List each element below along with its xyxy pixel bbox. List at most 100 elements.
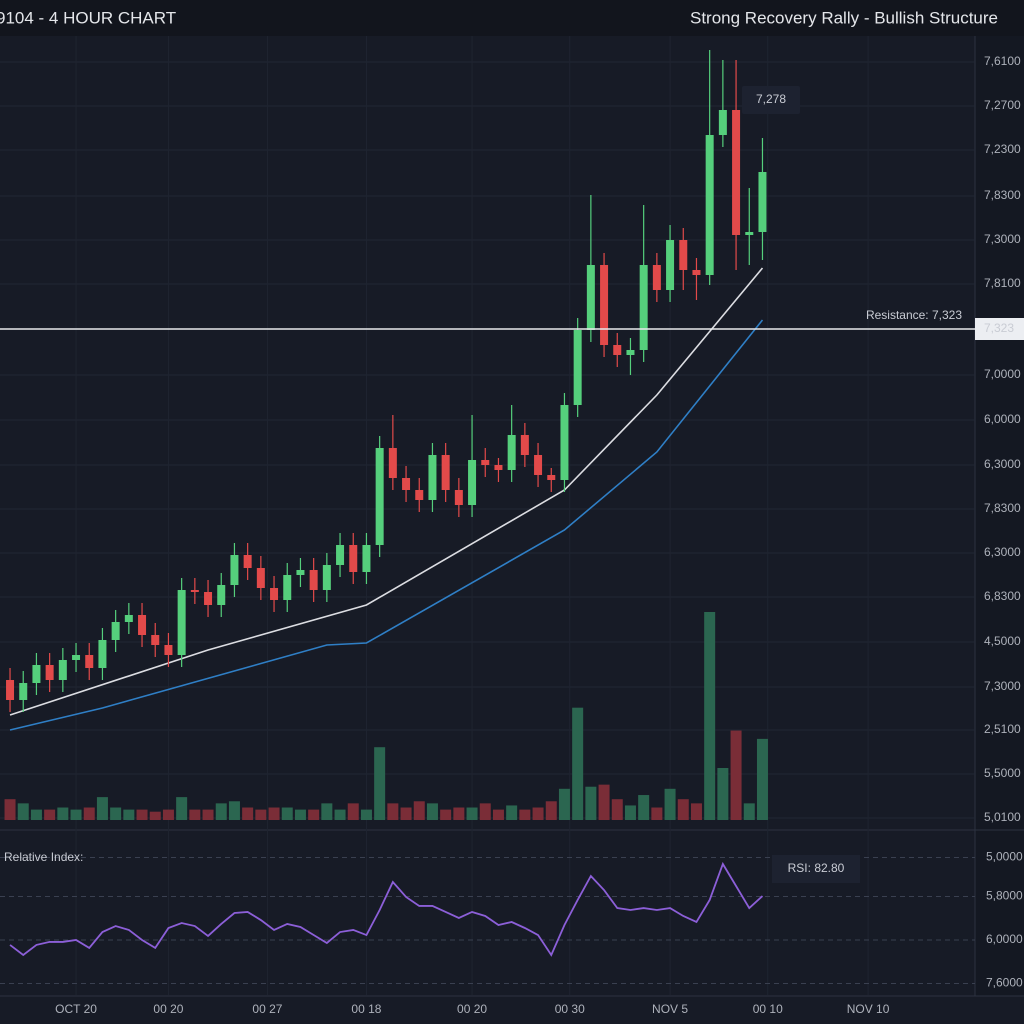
annotation: 7,278	[756, 92, 786, 106]
rsi-tick-label: 7,6000	[986, 976, 1023, 990]
volume-bar	[756, 738, 768, 820]
x-tick-label: 00 10	[753, 1002, 783, 1016]
candle-body	[732, 110, 741, 235]
rsi-line	[9, 861, 764, 957]
volume-bar	[519, 809, 531, 820]
candle-body	[256, 568, 265, 588]
candle-body	[58, 660, 67, 680]
volume-bar	[440, 809, 452, 820]
candle-body	[85, 655, 94, 668]
candle-body	[138, 615, 147, 635]
x-tick-label: 00 27	[252, 1002, 282, 1016]
candle-body	[190, 590, 199, 592]
candle-body	[718, 110, 727, 135]
rsi-tick-label: 5,0000	[986, 850, 1023, 864]
volume-bar	[400, 807, 412, 820]
volume-bar	[717, 768, 729, 820]
candle-body	[415, 490, 424, 500]
candle-body	[666, 240, 675, 290]
volume-bar	[83, 807, 95, 820]
volume-bar	[149, 811, 161, 820]
volume-bar	[730, 730, 742, 820]
volume-bar	[202, 809, 214, 820]
volume-bar	[426, 803, 438, 820]
volume-bar	[189, 809, 201, 820]
x-tick-label: 00 18	[351, 1002, 381, 1016]
candle-body	[243, 555, 252, 568]
rsi-tick-label: 5,8000	[986, 889, 1023, 903]
y-tick-label: 7,2700	[984, 98, 1021, 112]
volume-bar	[44, 809, 56, 820]
candle-body	[296, 570, 305, 575]
price-axis-panel	[975, 36, 1024, 996]
y-tick-label: 5,0100	[984, 810, 1021, 824]
volume-bar	[651, 807, 663, 820]
volume-bar	[176, 797, 188, 820]
candle-body	[270, 588, 279, 600]
candle-body	[98, 640, 107, 668]
candle-body	[204, 592, 213, 605]
volume-bar	[413, 801, 425, 820]
y-tick-label: 4,5000	[984, 634, 1021, 648]
y-tick-label: 6,0000	[984, 412, 1021, 426]
volume-bar	[545, 801, 557, 820]
y-tick-label: 7,2300	[984, 142, 1021, 156]
volume-bar	[466, 807, 478, 820]
x-tick-label: OCT 20	[55, 1002, 97, 1016]
rsi-tick-label: 6,0000	[986, 932, 1023, 946]
candle-body	[124, 615, 133, 622]
volume-bar	[123, 809, 135, 820]
candle-body	[111, 622, 120, 640]
volume-bar	[492, 809, 504, 820]
volume-bar	[664, 788, 676, 820]
volume-bar	[453, 807, 465, 820]
volume-bar	[30, 809, 42, 820]
candle-body	[362, 545, 371, 572]
candle-body	[520, 435, 529, 455]
volume-bar	[136, 809, 148, 820]
y-tick-label: 7,3000	[984, 232, 1021, 246]
volume-bar	[743, 803, 755, 820]
candle-body	[32, 665, 41, 683]
candle-body	[428, 455, 437, 500]
volume-bar	[677, 799, 689, 820]
rsi-readout: RSI: 82.80	[788, 861, 845, 875]
volume-bar	[294, 809, 306, 820]
y-tick-label: 6,3000	[984, 545, 1021, 559]
candle-body	[402, 478, 411, 490]
y-tick-label: 7,0000	[984, 367, 1021, 381]
candle-body	[6, 680, 15, 700]
candle-body	[283, 575, 292, 600]
candle-body	[679, 240, 688, 270]
rsi-readout-box	[772, 855, 860, 883]
annotation-box	[742, 86, 800, 114]
volume-bar	[638, 795, 650, 820]
candle-body	[349, 545, 358, 572]
volume-bar	[96, 797, 108, 820]
volume-bar	[110, 807, 122, 820]
candle-body	[177, 590, 186, 655]
volume-bar	[532, 807, 544, 820]
candle-body	[19, 683, 28, 700]
candle-body	[507, 435, 516, 470]
volume-bar	[334, 809, 346, 820]
volume-bar	[308, 809, 320, 820]
x-tick-label: 00 20	[153, 1002, 183, 1016]
volume-bar	[17, 803, 29, 820]
resistance-tag: 7,323	[984, 321, 1014, 335]
chart-subtitle: Strong Recovery Rally - Bullish Structur…	[690, 8, 998, 27]
resistance-label: Resistance: 7,323	[866, 308, 962, 322]
volume-bar	[4, 799, 16, 820]
moving-average	[9, 267, 764, 716]
y-tick-label: 7,6100	[984, 54, 1021, 68]
candle-body	[745, 232, 754, 235]
volume-bar	[57, 807, 69, 820]
volume-bar	[506, 805, 518, 820]
volume-bar	[572, 707, 584, 820]
candle-body	[454, 490, 463, 505]
candle-body	[45, 665, 54, 680]
volume-bar	[387, 803, 399, 820]
volume-bar	[215, 803, 227, 820]
